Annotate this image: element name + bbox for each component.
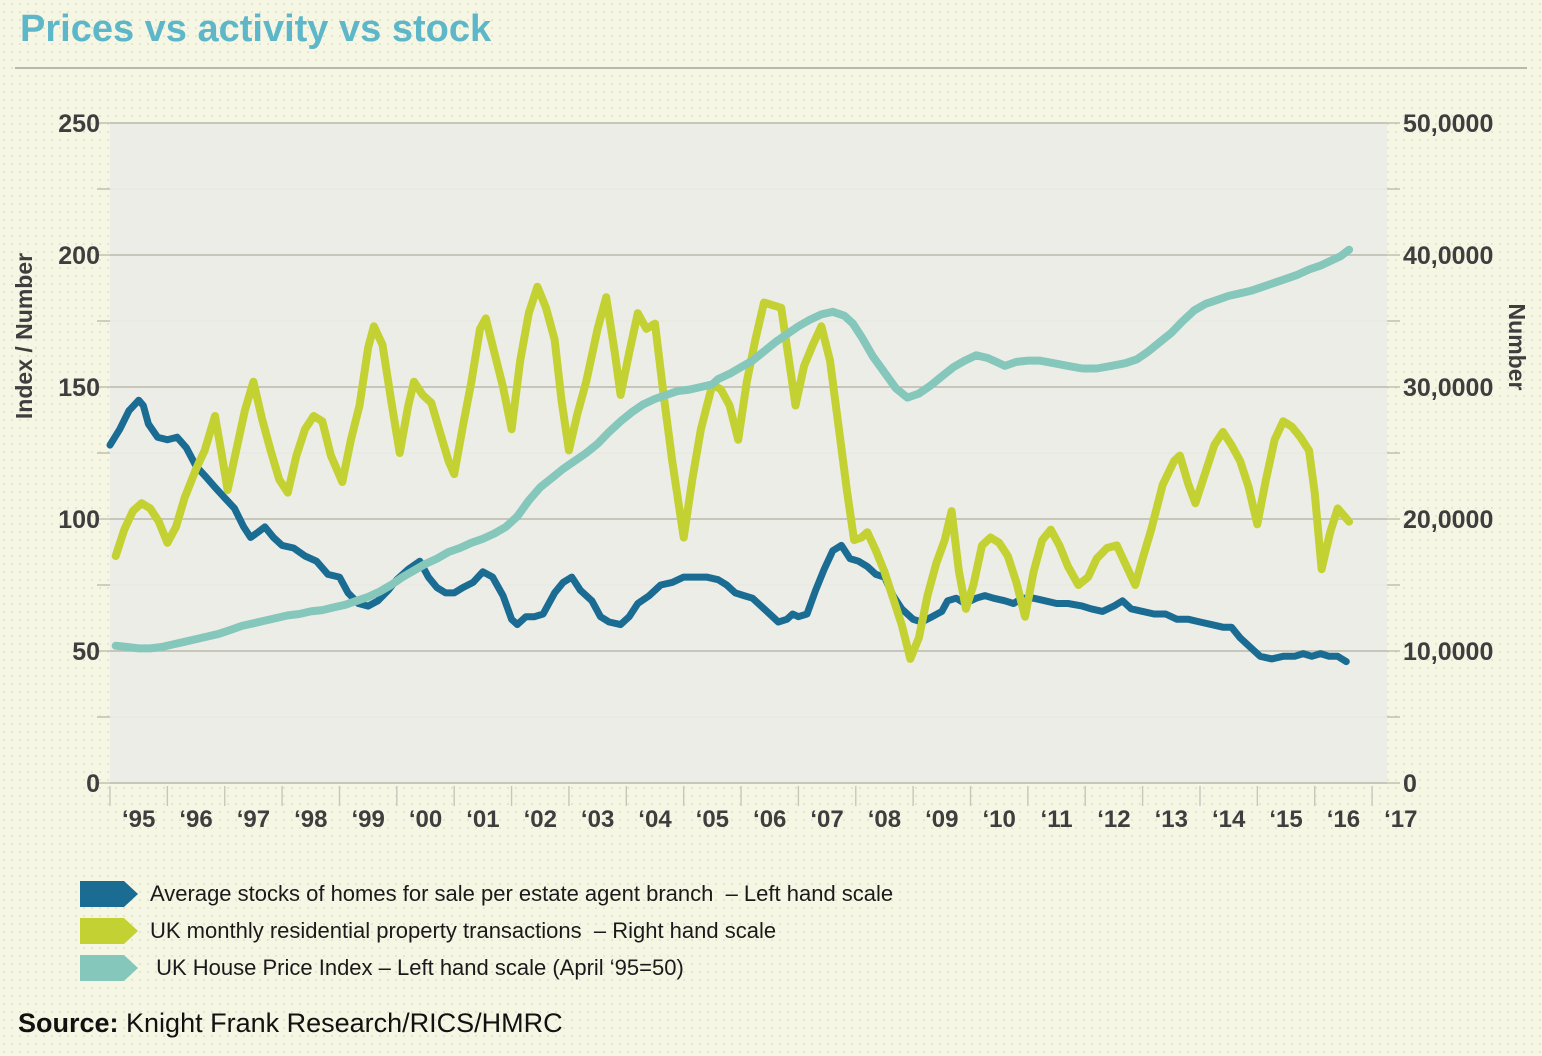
series-line-transactions bbox=[111, 282, 1354, 663]
x-axis-tick-label: ‘02 bbox=[524, 806, 557, 833]
x-axis-tick-label: ‘12 bbox=[1097, 806, 1130, 833]
series-line-stocks bbox=[106, 396, 1350, 666]
left-axis-tick-label: 50 bbox=[72, 638, 100, 666]
x-axis-tick-label: ‘10 bbox=[983, 806, 1016, 833]
left-axis-tick-label: 150 bbox=[58, 374, 100, 402]
legend-swatch-stocks bbox=[80, 881, 138, 907]
right-axis-title: Number bbox=[1504, 304, 1530, 391]
page-title: Prices vs activity vs stock bbox=[20, 8, 492, 50]
x-axis-tick-label: ‘06 bbox=[753, 806, 786, 833]
legend-swatch-arrow bbox=[80, 918, 138, 944]
title-divider bbox=[15, 67, 1527, 69]
x-axis-tick-label: ‘15 bbox=[1269, 806, 1302, 833]
legend-label-transactions: UK monthly residential property transact… bbox=[150, 918, 777, 943]
x-axis-tick-label: ‘99 bbox=[351, 806, 384, 833]
x-axis-tick-label: ‘03 bbox=[581, 806, 614, 833]
right-axis-tick-label: 10,0000 bbox=[1403, 638, 1493, 666]
x-axis-tick-label: ‘05 bbox=[696, 806, 729, 833]
left-axis-tick-label: 100 bbox=[58, 506, 100, 534]
x-axis-tick-label: ‘13 bbox=[1155, 806, 1188, 833]
series-line-hpi bbox=[111, 245, 1354, 653]
x-axis-tick-label: ‘11 bbox=[1041, 806, 1073, 833]
x-axis-tick-label: ‘04 bbox=[638, 806, 672, 833]
legend: Average stocks of homes for sale per est… bbox=[80, 881, 893, 981]
x-axis-tick-label: ‘96 bbox=[179, 806, 212, 833]
right-axis-tick-label: 0 bbox=[1403, 770, 1417, 798]
left-axis-tick-label: 250 bbox=[58, 110, 100, 138]
legend-item-transactions: UK monthly residential property transact… bbox=[80, 918, 893, 944]
source-text: Knight Frank Research/RICS/HMRC bbox=[118, 1008, 563, 1038]
x-axis-tick-label: ‘95 bbox=[122, 806, 155, 833]
right-axis-tick-label: 30,0000 bbox=[1403, 374, 1493, 402]
x-axis-tick-label: ‘17 bbox=[1384, 806, 1417, 833]
left-axis-tick-label: 200 bbox=[58, 242, 100, 270]
source-label: Source: bbox=[18, 1008, 119, 1038]
right-axis-tick-label: 20,0000 bbox=[1403, 506, 1493, 534]
x-axis-tick-label: ‘16 bbox=[1327, 806, 1360, 833]
legend-item-stocks: Average stocks of homes for sale per est… bbox=[80, 881, 893, 907]
legend-label-stocks: Average stocks of homes for sale per est… bbox=[150, 881, 894, 906]
left-axis-title: Index / Number bbox=[11, 253, 37, 419]
x-axis-tick-label: ‘07 bbox=[810, 806, 843, 833]
left-axis-tick-label: 0 bbox=[86, 770, 100, 798]
x-axis-tick-label: ‘08 bbox=[868, 806, 901, 833]
legend-item-hpi: UK House Price Index – Left hand scale (… bbox=[80, 955, 893, 981]
legend-swatch-transactions bbox=[80, 918, 138, 944]
x-axis-tick-label: ‘97 bbox=[237, 806, 270, 833]
right-axis-tick-label: 40,0000 bbox=[1403, 242, 1493, 270]
x-axis-tick-label: ‘00 bbox=[409, 806, 442, 833]
x-axis-tick-label: ‘14 bbox=[1212, 806, 1246, 833]
legend-swatch-arrow bbox=[80, 955, 138, 981]
x-axis-tick-label: ‘01 bbox=[466, 806, 499, 833]
x-axis-tick-label: ‘98 bbox=[294, 806, 327, 833]
source-line: Source: Knight Frank Research/RICS/HMRC bbox=[18, 1008, 563, 1039]
legend-swatch-arrow bbox=[80, 881, 138, 907]
legend-label-hpi: UK House Price Index – Left hand scale (… bbox=[150, 955, 684, 980]
x-axis-tick-label: ‘09 bbox=[925, 806, 958, 833]
right-axis-tick-label: 50,0000 bbox=[1403, 110, 1493, 138]
legend-swatch-hpi bbox=[80, 955, 138, 981]
